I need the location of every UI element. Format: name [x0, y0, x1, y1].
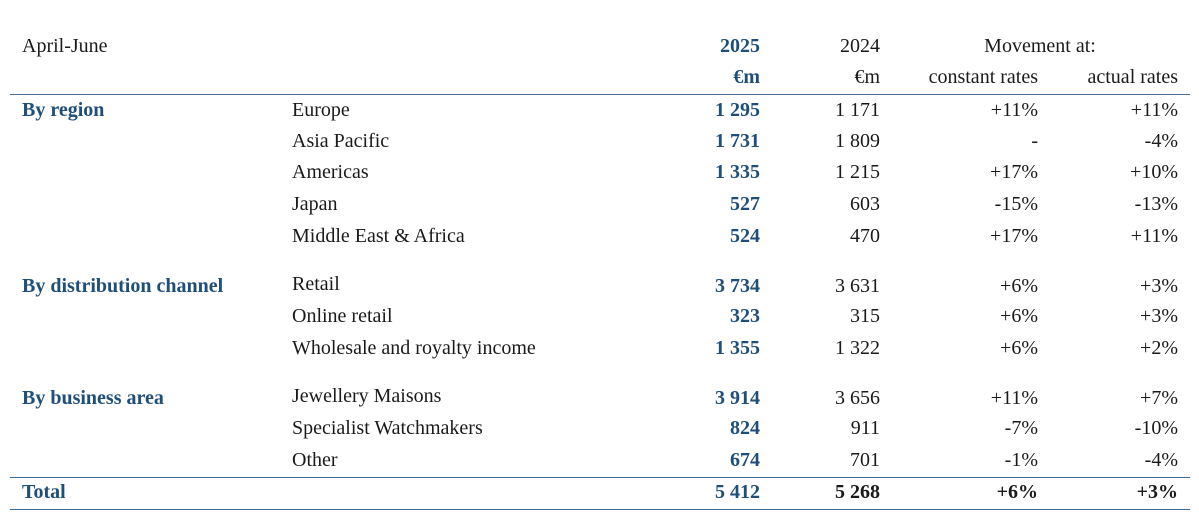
col-2024-header: 2024 [840, 35, 880, 57]
section-title-distribution: By distribution channel [22, 275, 224, 297]
value-constant: +6% [1000, 305, 1038, 327]
value-2025: 1 295 [715, 99, 760, 121]
value-constant: +11% [990, 99, 1038, 121]
value-2024: 3 631 [835, 275, 880, 297]
value-2025: 1 335 [715, 161, 760, 183]
value-2025: 323 [730, 305, 760, 327]
value-constant: -15% [994, 193, 1038, 215]
value-2025: 524 [730, 225, 760, 247]
movement-header: Movement at: [984, 35, 1096, 57]
row-label: Jewellery Maisons [292, 385, 442, 407]
value-actual: +11% [1130, 225, 1178, 247]
row-label: Europe [292, 99, 350, 121]
value-constant: - [1031, 130, 1038, 152]
row-label: Other [292, 449, 338, 471]
constant-rates-header: constant rates [928, 66, 1038, 88]
value-2024: 315 [850, 305, 880, 327]
value-constant: +17% [990, 225, 1038, 247]
value-constant: +11% [990, 387, 1038, 409]
value-constant: +17% [990, 161, 1038, 183]
col-2025-unit: €m [733, 66, 760, 88]
value-actual: +3% [1140, 275, 1178, 297]
value-constant: -7% [1004, 417, 1038, 439]
value-2025: 1 731 [715, 130, 760, 152]
value-2025: 3 734 [715, 275, 760, 297]
total-top-rule [10, 477, 1190, 478]
value-2024: 1 171 [835, 99, 880, 121]
period-label: April-June [22, 35, 108, 57]
value-2024: 701 [850, 449, 880, 471]
value-constant: -1% [1004, 449, 1038, 471]
value-2025: 527 [730, 193, 760, 215]
row-label: Retail [292, 273, 340, 295]
value-actual: +11% [1130, 99, 1178, 121]
value-actual: +3% [1140, 305, 1178, 327]
value-actual: -13% [1134, 193, 1178, 215]
value-actual: -4% [1144, 449, 1178, 471]
total-bottom-rule [10, 509, 1190, 510]
value-constant: +6% [1000, 275, 1038, 297]
value-actual: -4% [1144, 130, 1178, 152]
col-2024-unit: €m [854, 66, 880, 88]
value-2024: 3 656 [835, 387, 880, 409]
section-title-business: By business area [22, 387, 164, 409]
header-rule [10, 94, 1190, 95]
row-label: Asia Pacific [292, 130, 390, 152]
row-label: Specialist Watchmakers [292, 417, 483, 439]
value-actual: +2% [1140, 337, 1178, 359]
value-actual: +7% [1140, 387, 1178, 409]
total-2025: 5 412 [715, 481, 760, 503]
value-2024: 911 [850, 417, 880, 439]
total-label: Total [22, 481, 66, 503]
actual-rates-header: actual rates [1087, 66, 1179, 88]
row-label: Wholesale and royalty income [292, 337, 536, 359]
total-2024: 5 268 [835, 481, 880, 503]
row-label: Middle East & Africa [292, 225, 465, 247]
row-label: Japan [292, 193, 338, 215]
total-constant: +6% [996, 481, 1038, 503]
value-constant: +6% [1000, 337, 1038, 359]
value-2025: 674 [730, 449, 760, 471]
value-2025: 3 914 [715, 387, 760, 409]
col-2025-header: 2025 [720, 35, 760, 57]
row-label: Americas [292, 161, 369, 183]
value-2024: 1 809 [835, 130, 880, 152]
value-2024: 1 322 [835, 337, 880, 359]
total-actual: +3% [1136, 481, 1178, 503]
value-actual: -10% [1134, 417, 1178, 439]
value-2024: 1 215 [835, 161, 880, 183]
value-2025: 1 355 [715, 337, 760, 359]
value-actual: +10% [1130, 161, 1178, 183]
value-2025: 824 [730, 417, 760, 439]
section-title-region: By region [22, 99, 105, 121]
row-label: Online retail [292, 305, 393, 327]
value-2024: 603 [850, 193, 880, 215]
value-2024: 470 [850, 225, 880, 247]
